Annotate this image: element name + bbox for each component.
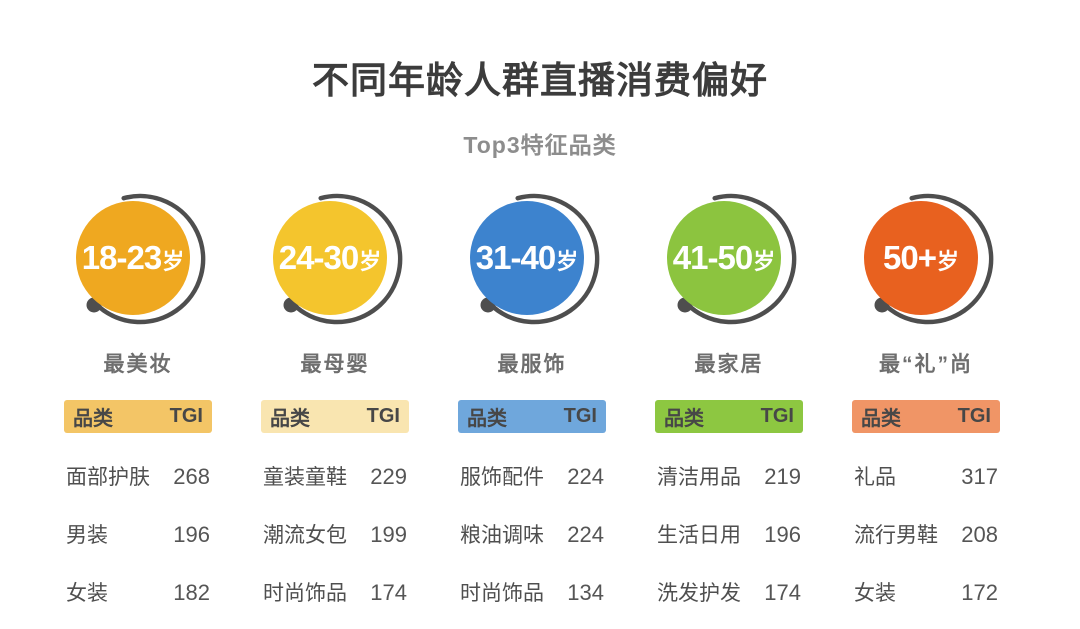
row-tgi: 199 <box>370 522 407 547</box>
row-tgi: 174 <box>370 580 407 605</box>
row-tgi: 317 <box>961 464 998 489</box>
tgi-table: 品类 TGI 礼品 317 流行男鞋 208 女装 172 <box>852 400 1000 607</box>
age-suffix: 岁 <box>359 249 382 274</box>
age-group-column-50plus: 50+ 岁 最“礼”尚 品类 TGI 礼品 317 流行男鞋 208 <box>850 186 1002 607</box>
age-badge: 50+ 岁 <box>851 186 1001 334</box>
table-row: 时尚饰品 174 <box>261 577 409 607</box>
table-header: 品类 TGI <box>261 400 409 433</box>
header-tgi: TGI <box>957 405 991 427</box>
page-subtitle: Top3特征品类 <box>463 132 617 158</box>
header-tgi: TGI <box>366 405 400 427</box>
age-text: 18-23 <box>81 239 162 276</box>
age-circle: 50+ 岁 <box>864 201 978 315</box>
row-category: 清洁用品 <box>657 466 741 489</box>
row-category: 粮油调味 <box>460 524 544 547</box>
age-badge: 18-23 岁 <box>63 186 213 334</box>
row-category: 面部护肤 <box>66 466 150 489</box>
age-circle: 31-40 岁 <box>470 201 584 315</box>
table-row: 男装 196 <box>64 519 212 549</box>
row-tgi: 182 <box>173 580 210 605</box>
header-category: 品类 <box>664 408 704 430</box>
table-row: 生活日用 196 <box>655 519 803 549</box>
row-category: 女装 <box>66 582 108 605</box>
row-category: 服饰配件 <box>460 466 544 489</box>
age-circle: 24-30 岁 <box>273 201 387 315</box>
table-row: 服饰配件 224 <box>458 461 606 491</box>
table-row: 女装 182 <box>64 577 212 607</box>
table-row: 时尚饰品 134 <box>458 577 606 607</box>
row-tgi: 224 <box>567 522 604 547</box>
row-category: 男装 <box>66 524 108 547</box>
age-suffix: 岁 <box>753 249 776 274</box>
row-tgi: 229 <box>370 464 407 489</box>
row-tgi: 196 <box>173 522 210 547</box>
row-category: 生活日用 <box>657 524 741 547</box>
row-category: 礼品 <box>854 466 896 489</box>
age-group-column-24-30: 24-30 岁 最母婴 品类 TGI 童装童鞋 229 潮流女包 199 <box>259 186 411 607</box>
row-category: 时尚饰品 <box>460 582 544 605</box>
table-row: 面部护肤 268 <box>64 461 212 491</box>
row-tgi: 268 <box>173 464 210 489</box>
row-category: 时尚饰品 <box>263 582 347 605</box>
table-row: 流行男鞋 208 <box>852 519 1000 549</box>
table-row: 童装童鞋 229 <box>261 461 409 491</box>
age-suffix: 岁 <box>936 249 959 274</box>
row-tgi: 172 <box>961 580 998 605</box>
table-row: 潮流女包 199 <box>261 519 409 549</box>
age-group-column-41-50: 41-50 岁 最家居 品类 TGI 清洁用品 219 生活日用 196 <box>653 186 805 607</box>
header-category: 品类 <box>467 408 507 430</box>
row-tgi: 174 <box>764 580 801 605</box>
header-tgi: TGI <box>169 405 203 427</box>
group-label: 最“礼”尚 <box>879 353 973 376</box>
age-group-column-18-23: 18-23 岁 最美妆 品类 TGI 面部护肤 268 男装 196 <box>62 186 214 607</box>
tgi-table: 品类 TGI 面部护肤 268 男装 196 女装 182 <box>64 400 212 607</box>
row-category: 女装 <box>854 582 896 605</box>
table-row: 洗发护发 174 <box>655 577 803 607</box>
table-row: 清洁用品 219 <box>655 461 803 491</box>
table-row: 女装 172 <box>852 577 1000 607</box>
table-row: 粮油调味 224 <box>458 519 606 549</box>
page-title: 不同年龄人群直播消费偏好 <box>312 60 768 101</box>
age-suffix: 岁 <box>556 249 579 274</box>
age-badge: 41-50 岁 <box>654 186 804 334</box>
group-label: 最美妆 <box>103 353 173 376</box>
table-header: 品类 TGI <box>64 400 212 433</box>
age-columns: 18-23 岁 最美妆 品类 TGI 面部护肤 268 男装 196 <box>0 186 1080 607</box>
group-label: 最家居 <box>694 353 764 376</box>
age-text: 24-30 <box>278 239 359 276</box>
tgi-table: 品类 TGI 童装童鞋 229 潮流女包 199 时尚饰品 174 <box>261 400 409 607</box>
header-category: 品类 <box>270 408 310 430</box>
header-category: 品类 <box>861 408 901 430</box>
row-tgi: 196 <box>764 522 801 547</box>
table-row: 礼品 317 <box>852 461 1000 491</box>
age-text: 41-50 <box>672 239 753 276</box>
table-header: 品类 TGI <box>655 400 803 433</box>
row-category: 洗发护发 <box>657 582 741 605</box>
age-suffix: 岁 <box>162 249 185 274</box>
header-category: 品类 <box>73 408 113 430</box>
header-tgi: TGI <box>760 405 794 427</box>
row-category: 童装童鞋 <box>263 466 347 489</box>
header-tgi: TGI <box>563 405 597 427</box>
row-tgi: 208 <box>961 522 998 547</box>
table-header: 品类 TGI <box>852 400 1000 433</box>
age-text: 31-40 <box>475 239 556 276</box>
age-text: 50+ <box>883 239 937 276</box>
tgi-table: 品类 TGI 清洁用品 219 生活日用 196 洗发护发 174 <box>655 400 803 607</box>
row-tgi: 219 <box>764 464 801 489</box>
row-category: 潮流女包 <box>263 524 347 547</box>
table-header: 品类 TGI <box>458 400 606 433</box>
age-group-column-31-40: 31-40 岁 最服饰 品类 TGI 服饰配件 224 粮油调味 224 <box>456 186 608 607</box>
age-circle: 18-23 岁 <box>76 201 190 315</box>
group-label: 最服饰 <box>497 353 567 376</box>
age-circle: 41-50 岁 <box>667 201 781 315</box>
age-badge: 31-40 岁 <box>457 186 607 334</box>
tgi-table: 品类 TGI 服饰配件 224 粮油调味 224 时尚饰品 134 <box>458 400 606 607</box>
row-tgi: 134 <box>567 580 604 605</box>
group-label: 最母婴 <box>300 353 370 376</box>
row-category: 流行男鞋 <box>854 524 938 547</box>
row-tgi: 224 <box>567 464 604 489</box>
age-badge: 24-30 岁 <box>260 186 410 334</box>
